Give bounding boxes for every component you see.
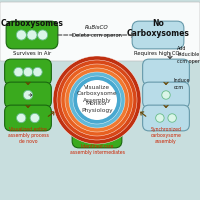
Circle shape xyxy=(61,64,133,136)
FancyBboxPatch shape xyxy=(5,82,51,108)
Circle shape xyxy=(23,90,33,100)
Circle shape xyxy=(33,67,42,77)
FancyBboxPatch shape xyxy=(72,120,122,148)
Text: Requires high CO₂: Requires high CO₂ xyxy=(134,51,182,56)
FancyBboxPatch shape xyxy=(6,21,58,49)
Circle shape xyxy=(16,30,26,40)
Text: Monitor
Physiology: Monitor Physiology xyxy=(81,101,113,113)
Text: Identified rare
assembly intermediates: Identified rare assembly intermediates xyxy=(70,144,124,155)
Circle shape xyxy=(65,68,129,132)
Text: Add
inducible
ccm operon: Add inducible ccm operon xyxy=(177,46,200,64)
FancyBboxPatch shape xyxy=(132,21,184,49)
Text: Visualize
Carboxysome
Assembly: Visualize Carboxysome Assembly xyxy=(77,85,117,103)
Circle shape xyxy=(53,56,141,144)
Text: Synchronized
carboxysome
assembly: Synchronized carboxysome assembly xyxy=(151,127,181,144)
Text: Visualized entire
assembly process
de novo: Visualized entire assembly process de no… xyxy=(8,127,48,144)
FancyBboxPatch shape xyxy=(143,105,189,131)
Circle shape xyxy=(23,67,33,77)
FancyBboxPatch shape xyxy=(0,2,200,61)
Circle shape xyxy=(77,80,117,120)
Text: Carboxysomes: Carboxysomes xyxy=(1,19,63,28)
Text: Induce
ccm: Induce ccm xyxy=(174,78,190,90)
FancyBboxPatch shape xyxy=(143,82,189,108)
Circle shape xyxy=(17,113,26,123)
Circle shape xyxy=(27,30,37,40)
Circle shape xyxy=(168,114,176,122)
Text: RuBisCO: RuBisCO xyxy=(85,25,109,30)
Circle shape xyxy=(77,80,117,120)
Circle shape xyxy=(162,91,170,99)
Text: Survives in Air: Survives in Air xyxy=(13,51,51,56)
Circle shape xyxy=(14,67,23,77)
Circle shape xyxy=(156,114,164,122)
Circle shape xyxy=(159,34,161,36)
Circle shape xyxy=(38,30,48,40)
FancyBboxPatch shape xyxy=(5,59,51,85)
Circle shape xyxy=(30,113,39,123)
Circle shape xyxy=(99,129,109,139)
Text: No
Carboxysomes: No Carboxysomes xyxy=(127,19,189,38)
Circle shape xyxy=(69,72,125,128)
FancyBboxPatch shape xyxy=(143,59,189,85)
Text: Delete ccm operon: Delete ccm operon xyxy=(72,33,122,38)
Circle shape xyxy=(73,76,121,124)
Circle shape xyxy=(85,129,95,139)
FancyBboxPatch shape xyxy=(5,105,51,131)
Circle shape xyxy=(57,60,137,140)
